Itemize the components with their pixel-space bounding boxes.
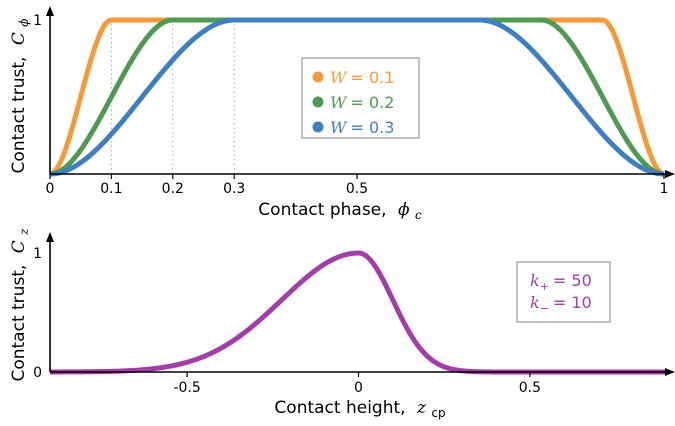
top-series-line-3: [49, 17, 665, 177]
bottom-y-axis-label: Contact trust, C z: [9, 228, 31, 382]
top-y-ticks: 1: [33, 13, 42, 29]
bottom-legend-box: [516, 261, 611, 323]
bottom-x-ticks: -0.5 0 0.5: [173, 372, 541, 396]
top-x-tick-label: 0.3: [223, 181, 245, 197]
bottom-chart: -0.5 0 0.5 01 Contact height, z cp Contact…: [9, 228, 675, 420]
bottom-x-tick-label: 0.5: [519, 380, 541, 396]
top-y-tick-label: 1: [33, 13, 42, 29]
top-series-group: [49, 17, 665, 177]
bottom-x-tick-label: 0: [354, 380, 363, 396]
top-legend-label-2: W = 0.2: [330, 93, 394, 112]
bottom-legend: k+ = 50k− = 10: [516, 261, 611, 323]
top-x-axis-label: Contact phase, ϕ c: [258, 200, 422, 222]
top-legend-marker-3: [312, 121, 324, 133]
bottom-y-tick-label: 1: [33, 246, 42, 262]
bottom-y-axis-arrow: [46, 232, 54, 242]
bottom-x-axis-arrow: [665, 368, 675, 376]
bottom-legend-line-2: k− = 10: [530, 293, 592, 315]
top-x-tick-label: 0.1: [100, 181, 122, 197]
top-legend-label-3: W = 0.3: [330, 118, 394, 137]
top-reference-lines: [110, 20, 235, 174]
top-chart: 0 0.1 0.2 0.3 0.5 1 1 Contact phase, ϕ c Cont…: [9, 6, 675, 222]
top-legend-label-1: W = 0.1: [330, 68, 394, 87]
top-x-tick-label: 1: [660, 181, 669, 197]
top-legend-marker-2: [312, 96, 324, 108]
top-x-axis-arrow: [665, 170, 675, 178]
bottom-x-axis-label: Contact height, z cp: [274, 398, 445, 420]
bottom-legend-line-1: k+ = 50: [530, 271, 592, 293]
top-x-tick-label: 0.2: [162, 181, 184, 197]
top-y-axis-arrow: [46, 6, 54, 16]
top-legend: W = 0.1 W = 0.2 W = 0.3: [301, 57, 420, 139]
top-x-ticks: 0 0.1 0.2 0.3 0.5 1: [46, 174, 669, 197]
top-legend-marker-1: [312, 71, 324, 83]
bottom-x-tick-label: -0.5: [173, 380, 200, 396]
top-x-tick-label: 0.5: [346, 181, 368, 197]
top-x-tick-label: 0: [46, 181, 55, 197]
top-y-axis-label: Contact trust, C ϕ: [9, 19, 31, 174]
bottom-y-ticks: 01: [33, 246, 42, 381]
bottom-y-tick-label: 0: [33, 365, 42, 381]
